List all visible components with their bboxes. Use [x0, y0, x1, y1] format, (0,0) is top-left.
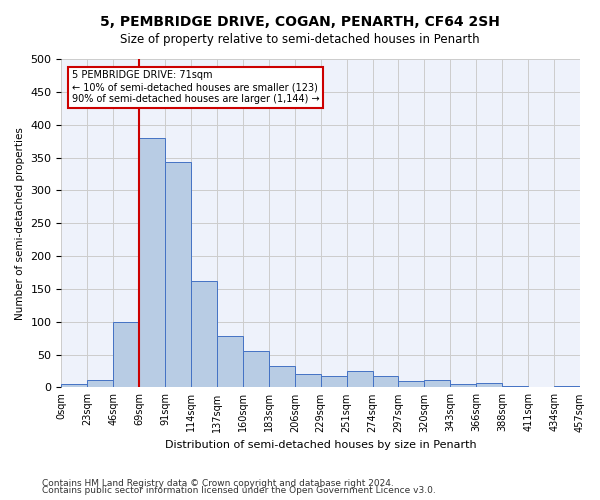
- Bar: [554, 386, 580, 388]
- Bar: [373, 376, 398, 388]
- Bar: [113, 322, 139, 388]
- Text: Size of property relative to semi-detached houses in Penarth: Size of property relative to semi-detach…: [120, 32, 480, 46]
- Bar: [295, 374, 321, 388]
- Bar: [347, 371, 373, 388]
- Bar: [165, 162, 191, 388]
- Text: Contains public sector information licensed under the Open Government Licence v3: Contains public sector information licen…: [42, 486, 436, 495]
- Bar: [269, 366, 295, 388]
- Bar: [88, 380, 113, 388]
- Bar: [191, 281, 217, 388]
- Bar: [424, 380, 451, 388]
- Bar: [243, 350, 269, 388]
- Bar: [217, 336, 243, 388]
- Bar: [398, 381, 424, 388]
- Bar: [139, 138, 165, 388]
- Bar: [321, 376, 347, 388]
- Bar: [502, 386, 528, 388]
- Bar: [451, 384, 476, 388]
- Y-axis label: Number of semi-detached properties: Number of semi-detached properties: [15, 127, 25, 320]
- Text: 5, PEMBRIDGE DRIVE, COGAN, PENARTH, CF64 2SH: 5, PEMBRIDGE DRIVE, COGAN, PENARTH, CF64…: [100, 15, 500, 29]
- Bar: [476, 383, 502, 388]
- Bar: [61, 384, 88, 388]
- Text: Contains HM Land Registry data © Crown copyright and database right 2024.: Contains HM Land Registry data © Crown c…: [42, 478, 394, 488]
- Text: 5 PEMBRIDGE DRIVE: 71sqm
← 10% of semi-detached houses are smaller (123)
90% of : 5 PEMBRIDGE DRIVE: 71sqm ← 10% of semi-d…: [72, 70, 319, 104]
- X-axis label: Distribution of semi-detached houses by size in Penarth: Distribution of semi-detached houses by …: [165, 440, 476, 450]
